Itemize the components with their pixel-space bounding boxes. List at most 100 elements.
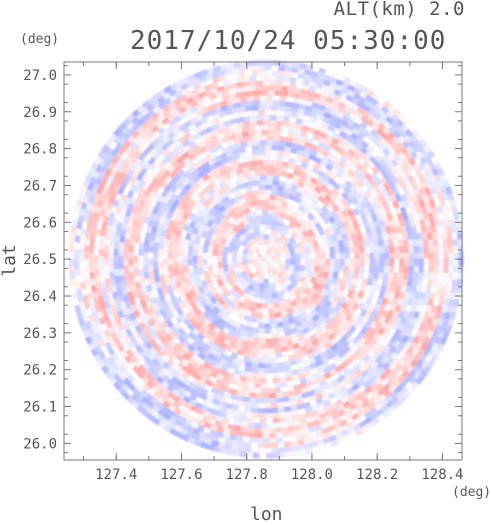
radar-cell <box>103 245 110 254</box>
radar-cell <box>403 251 410 260</box>
plot-frame <box>63 61 463 461</box>
radar-cell <box>162 252 169 260</box>
radar-cell <box>264 328 272 335</box>
radar-cell <box>147 259 154 267</box>
radar-cell <box>268 114 277 121</box>
radar-cell <box>113 242 120 251</box>
radar-cell <box>263 69 272 76</box>
radar-cell <box>252 139 261 146</box>
radar-cell <box>152 262 159 270</box>
radar-cell <box>259 214 267 221</box>
radar-cell <box>250 447 259 454</box>
radar-cell <box>137 262 144 270</box>
radar-cell <box>152 248 159 257</box>
radar-cell <box>88 252 94 260</box>
radar-cell <box>418 244 425 253</box>
radar-cell <box>315 258 321 266</box>
radar-cell <box>255 432 264 439</box>
radar-cell <box>142 265 149 274</box>
radar-cell <box>108 252 114 260</box>
radar-cell <box>267 348 276 354</box>
radar-cell <box>324 258 331 266</box>
radar-cell <box>260 89 269 96</box>
altitude-label: ALT(km) 2.0 <box>333 0 465 20</box>
radar-cell <box>268 154 277 161</box>
radar-cell <box>264 189 272 195</box>
radar-cell <box>457 264 464 273</box>
radar-cell <box>275 119 284 127</box>
radar-cell <box>448 251 455 260</box>
radar-cell <box>78 241 85 251</box>
radar-cell <box>93 248 100 257</box>
radar-cell <box>423 244 430 253</box>
radar-cell <box>260 124 269 131</box>
radar-cell <box>262 159 270 165</box>
radar-cell <box>275 80 284 87</box>
radar-cell <box>447 271 454 280</box>
radar-cell <box>275 397 284 404</box>
radar-cell <box>265 219 273 226</box>
radar-cell <box>269 392 277 399</box>
radar-cell <box>339 258 346 266</box>
radar-cell <box>270 64 279 71</box>
radar-cell <box>259 412 267 419</box>
radar-cell <box>264 229 271 235</box>
radar-cell <box>248 119 257 127</box>
radar-cell <box>262 353 271 359</box>
radar-cell <box>249 437 258 444</box>
radar-cell <box>206 259 213 267</box>
radar-cell <box>265 94 274 101</box>
radar-cell <box>259 298 267 305</box>
y-tick-label: 26.7 <box>23 178 57 194</box>
radar-cell <box>314 252 321 260</box>
radar-cell <box>259 452 268 459</box>
radar-cell <box>458 258 464 267</box>
radar-cell <box>394 251 400 260</box>
radar-cell <box>276 110 285 117</box>
radar-cell <box>268 194 277 201</box>
radar-cell <box>254 164 262 171</box>
radar-cell <box>373 265 380 273</box>
x-tick-label: 128.2 <box>356 467 398 483</box>
radar-cell <box>252 417 261 424</box>
radar-cell <box>257 323 266 330</box>
radar-cell <box>267 209 275 216</box>
radar-cell <box>221 252 228 260</box>
radar-cell <box>270 69 279 76</box>
radar-cell <box>269 432 278 439</box>
radar-cell <box>132 255 139 264</box>
radar-cell <box>266 298 273 305</box>
radar-cell <box>262 114 270 121</box>
radar-cell <box>127 245 134 254</box>
radar-cell <box>83 238 90 247</box>
radar-cell <box>262 313 270 319</box>
radar-cell <box>428 251 435 260</box>
radar-cell <box>256 194 264 201</box>
radar-cell <box>408 264 415 273</box>
radar-cell <box>187 245 194 254</box>
radar-cell <box>262 393 271 399</box>
radar-cell <box>257 69 265 76</box>
radar-cell <box>137 248 144 257</box>
radar-cell <box>251 60 260 66</box>
radar-cell <box>272 99 280 106</box>
radar-cell <box>68 265 75 274</box>
radar-cell <box>263 64 272 71</box>
radar-cell <box>162 245 169 254</box>
radar-cell <box>443 244 449 253</box>
radar-cell <box>266 373 274 379</box>
radar-cell <box>378 245 385 253</box>
radar-cell <box>383 245 390 253</box>
radar-cell <box>267 204 275 211</box>
radar-cell <box>443 251 450 260</box>
radar-cell <box>423 258 430 267</box>
radar-cell <box>103 265 110 274</box>
radar-cell <box>364 251 371 260</box>
radar-cell <box>83 265 90 274</box>
y-tick-label: 26.4 <box>23 289 57 305</box>
radar-cell <box>266 338 274 344</box>
radar-cell <box>354 251 361 260</box>
radar-cell <box>272 377 281 384</box>
radar-cell <box>453 264 459 274</box>
radar-cell <box>265 214 273 221</box>
